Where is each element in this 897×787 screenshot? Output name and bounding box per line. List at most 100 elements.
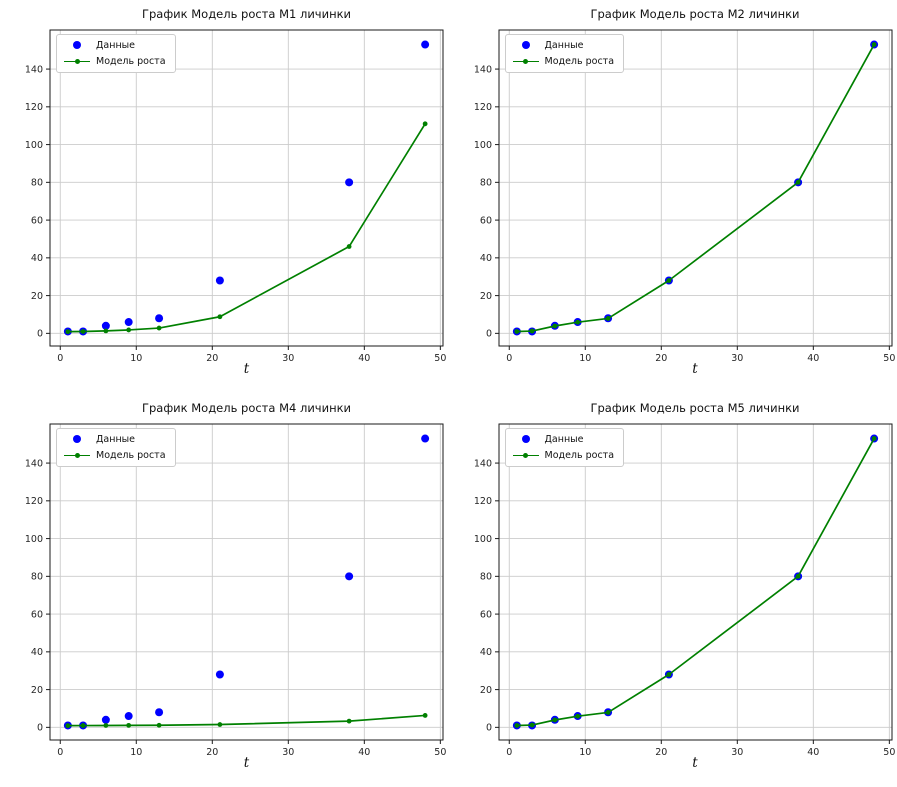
svg-text:20: 20: [479, 685, 491, 696]
svg-text:0: 0: [506, 747, 512, 758]
svg-text:40: 40: [479, 253, 491, 264]
legend-label-model: Модель роста: [96, 449, 166, 461]
legend-item-model: Модель роста: [64, 54, 166, 68]
line-marker-icon: [64, 56, 90, 66]
legend-label-data: Данные: [544, 39, 584, 51]
svg-text:60: 60: [31, 215, 43, 226]
legend-m1: Данные Модель роста: [56, 34, 176, 73]
legend-item-data: Данные: [513, 432, 615, 446]
subplot-m1: График Модель роста М1 личинки 0 10 20 30 40…: [0, 0, 448, 393]
svg-text:20: 20: [206, 747, 218, 758]
svg-text:40: 40: [31, 647, 43, 658]
svg-text:30: 30: [282, 747, 294, 758]
legend-item-model: Модель роста: [512, 54, 615, 68]
svg-text:40: 40: [479, 647, 491, 658]
svg-text:50: 50: [434, 747, 446, 758]
svg-text:50: 50: [883, 353, 895, 364]
svg-text:10: 10: [130, 353, 142, 364]
svg-text:50: 50: [883, 747, 895, 758]
svg-text:30: 30: [282, 353, 294, 364]
subplot-m5: График Модель роста М5 личинки 0 10 20 30 40…: [449, 394, 897, 787]
svg-text:30: 30: [731, 353, 743, 364]
svg-text:60: 60: [479, 215, 491, 226]
scatter-marker-icon: [64, 434, 90, 444]
svg-text:0: 0: [37, 329, 43, 340]
svg-text:0: 0: [506, 353, 512, 364]
legend-label-data: Данные: [96, 39, 136, 51]
line-marker-icon: [512, 56, 539, 66]
legend-label-data: Данные: [544, 433, 584, 445]
svg-text:40: 40: [807, 747, 819, 758]
svg-text:100: 100: [473, 140, 491, 151]
plot-title-m2: График Модель роста М2 личинки: [590, 7, 800, 21]
legend-item-model: Модель роста: [64, 448, 166, 462]
svg-text:60: 60: [479, 609, 491, 620]
svg-text:30: 30: [731, 747, 743, 758]
plot-axes-m1: 0 10 20 30 40 50 0 20 40 60 80 100 120 140: [25, 29, 446, 364]
legend-item-data: Данные: [513, 38, 615, 52]
legend-item-data: Данные: [64, 432, 166, 446]
svg-text:20: 20: [655, 353, 667, 364]
svg-text:40: 40: [358, 747, 370, 758]
x-axis-label-m2: t: [692, 361, 698, 377]
plot-title-m1: График Модель роста М1 личинки: [141, 7, 352, 21]
legend-label-model: Модель роста: [96, 55, 166, 67]
svg-text:0: 0: [485, 723, 491, 734]
legend-label-model: Модель роста: [544, 55, 615, 67]
svg-text:0: 0: [57, 747, 63, 758]
plot-axes-m4: 0 10 20 30 40 50 0 20 40 60 80 100 120 140: [25, 423, 446, 758]
svg-text:20: 20: [31, 291, 43, 302]
svg-text:120: 120: [25, 496, 43, 507]
legend-label-data: Данные: [96, 433, 136, 445]
x-axis-label-m5: t: [692, 755, 698, 771]
svg-text:140: 140: [25, 458, 43, 469]
svg-text:80: 80: [479, 572, 491, 583]
svg-text:80: 80: [31, 572, 43, 583]
scatter-marker-icon: [513, 434, 539, 444]
legend-item-data: Данные: [64, 38, 166, 52]
scatter-marker-icon: [64, 40, 90, 50]
x-axis-label-m1: t: [243, 361, 250, 377]
plot-axes-m2: 0 10 20 30 40 50 0 20 40 60 80 100 120 140: [473, 29, 895, 364]
scatter-marker-icon: [513, 40, 539, 50]
svg-text:0: 0: [57, 353, 63, 364]
svg-text:80: 80: [479, 178, 491, 189]
svg-text:10: 10: [579, 353, 591, 364]
svg-text:120: 120: [25, 102, 43, 113]
svg-text:0: 0: [37, 723, 43, 734]
svg-text:20: 20: [31, 685, 43, 696]
legend-m2: Данные Модель роста: [504, 34, 625, 73]
svg-text:50: 50: [434, 353, 446, 364]
svg-text:10: 10: [579, 747, 591, 758]
svg-text:80: 80: [31, 178, 43, 189]
svg-text:40: 40: [807, 353, 819, 364]
plot-title-m5: График Модель роста М5 личинки: [590, 401, 800, 415]
svg-text:120: 120: [473, 496, 491, 507]
svg-text:20: 20: [479, 291, 491, 302]
svg-text:140: 140: [25, 64, 43, 75]
svg-text:60: 60: [31, 609, 43, 620]
svg-text:40: 40: [31, 253, 43, 264]
svg-text:40: 40: [358, 353, 370, 364]
line-marker-icon: [512, 450, 539, 460]
subplot-m4: График Модель роста М4 личинки 0 10 20 30 40…: [0, 394, 448, 787]
svg-text:10: 10: [130, 747, 142, 758]
svg-text:120: 120: [473, 102, 491, 113]
svg-text:20: 20: [206, 353, 218, 364]
legend-label-model: Модель роста: [544, 449, 615, 461]
svg-text:100: 100: [25, 140, 43, 151]
x-axis-label-m4: t: [243, 755, 250, 771]
legend-m4: Данные Модель роста: [56, 428, 176, 467]
svg-text:140: 140: [473, 64, 491, 75]
legend-m5: Данные Модель роста: [504, 428, 625, 467]
plot-title-m4: График Модель роста М4 личинки: [141, 401, 352, 415]
svg-text:100: 100: [473, 534, 491, 545]
legend-item-model: Модель роста: [512, 448, 615, 462]
svg-text:100: 100: [25, 534, 43, 545]
line-marker-icon: [64, 450, 90, 460]
svg-text:20: 20: [655, 747, 667, 758]
svg-text:0: 0: [485, 329, 491, 340]
svg-text:140: 140: [473, 458, 491, 469]
subplot-m2: График Модель роста М2 личинки 0 10 20 30 40…: [449, 0, 897, 393]
